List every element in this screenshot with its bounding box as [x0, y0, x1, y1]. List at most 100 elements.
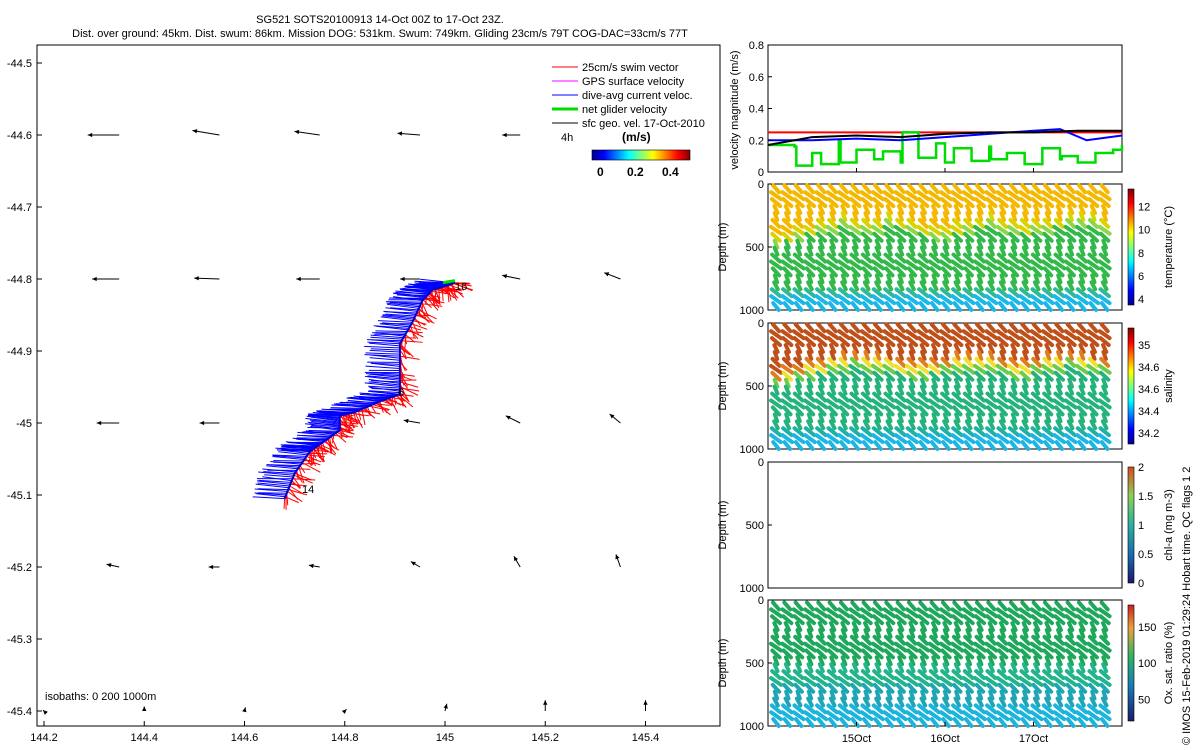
dive-segment: [860, 614, 873, 626]
dive-segment: [928, 703, 941, 715]
dive-segment: [861, 231, 873, 243]
dive-segment: [1007, 703, 1021, 715]
dive-segment: [931, 245, 939, 257]
dive-segment: [1031, 648, 1043, 660]
dive-segment: [1099, 600, 1110, 612]
dive-segment: [906, 231, 918, 243]
dive-segment: [951, 703, 964, 715]
dive-segment: [769, 329, 783, 341]
dive-segment: [837, 224, 851, 236]
dive-segment: [1078, 245, 1086, 257]
current-vector: [254, 492, 287, 496]
dive-segment: [827, 405, 838, 417]
dive-segment: [1099, 440, 1110, 451]
dive-segment: [783, 621, 791, 632]
dive-segment: [838, 217, 850, 229]
swim-vector: [454, 282, 472, 287]
section-colorbar-tick: 0: [1138, 578, 1144, 590]
title-line-1: SG521 SOTS20100913 14-Oct 00Z to 17-Oct …: [256, 14, 504, 26]
dive-segment: [893, 710, 908, 722]
dive-segment: [995, 363, 1010, 375]
geo-vector-head: [609, 414, 615, 419]
dive-segment: [837, 363, 851, 375]
current-vector: [272, 455, 306, 459]
dive-segment: [973, 607, 987, 619]
dive-segment: [954, 273, 961, 285]
dive-segment: [769, 190, 783, 202]
dive-segment: [1076, 252, 1088, 264]
dive-segment: [803, 294, 817, 306]
dive-segment: [1007, 398, 1021, 410]
dive-segment: [806, 662, 814, 674]
dive-segment: [939, 363, 953, 375]
dive-segment: [973, 398, 987, 410]
dive-segment: [829, 655, 837, 667]
dive-segment: [1089, 204, 1097, 215]
dive-segment: [918, 440, 929, 451]
dive-segment: [781, 634, 793, 646]
dive-segment: [927, 329, 942, 341]
dive-segment: [771, 717, 781, 728]
dive-segment: [840, 349, 848, 361]
swim-vector: [407, 330, 423, 334]
section-ylabel: Depth (m): [717, 223, 729, 272]
swim-vector: [390, 396, 394, 406]
dive-segment: [769, 433, 783, 445]
dive-segment: [861, 717, 872, 728]
dive-segment: [884, 322, 895, 334]
dive-segment: [1078, 696, 1086, 708]
dive-segment: [791, 433, 806, 445]
dive-segment: [1098, 287, 1111, 299]
dive-segment: [772, 245, 780, 257]
dive-segment: [840, 384, 848, 396]
dive-segment: [863, 662, 871, 674]
dive-segment: [825, 675, 840, 687]
swim-vector: [287, 490, 303, 503]
dive-segment: [1055, 280, 1064, 292]
dive-segment: [950, 363, 965, 375]
dive-segment: [780, 433, 795, 445]
dive-segment: [939, 294, 953, 306]
swim-vector: [322, 442, 327, 453]
map-ytick-label: -44.5: [7, 58, 32, 70]
dive-segment: [784, 210, 791, 222]
dive-segment: [996, 336, 1009, 348]
title-line-2: Dist. over ground: 45km. Dist. swum: 86k…: [72, 28, 688, 40]
dive-segment: [986, 405, 997, 417]
dive-segment: [795, 210, 802, 222]
dive-segment: [791, 259, 806, 271]
dive-segment: [883, 426, 896, 438]
swim-vector: [335, 432, 347, 443]
dive-segment: [827, 266, 838, 278]
dive-segment: [791, 710, 806, 722]
dive-segment: [884, 440, 895, 451]
dive-segment: [1031, 405, 1042, 417]
dive-segment: [784, 412, 791, 424]
dive-segment: [951, 336, 964, 348]
section-ytick-label: 1000: [740, 444, 764, 456]
dive-segment: [873, 440, 883, 451]
dive-segment: [917, 336, 930, 348]
dive-segment: [917, 231, 929, 243]
dive-segment: [1076, 356, 1088, 368]
dive-segment: [984, 190, 999, 202]
dive-segment: [1044, 621, 1052, 632]
dive-segment: [860, 252, 873, 264]
dive-segment: [874, 238, 882, 250]
geo-vector-head: [192, 129, 198, 134]
dive-segment: [829, 273, 836, 285]
dive-segment: [1052, 224, 1067, 236]
dive-segment: [814, 710, 829, 722]
dive-segment: [1063, 363, 1078, 375]
dive-segment: [804, 391, 816, 403]
dive-segment: [791, 398, 806, 410]
dive-segment: [806, 245, 814, 257]
dive-segment: [769, 294, 783, 306]
velocity-series-dive-avg-current: [768, 128, 1123, 142]
swim-vector: [348, 412, 353, 431]
dive-segment: [838, 405, 850, 417]
dive-segment: [783, 419, 792, 431]
dive-segment: [769, 607, 783, 619]
dive-segment: [1089, 621, 1097, 632]
dive-segment: [986, 717, 997, 728]
